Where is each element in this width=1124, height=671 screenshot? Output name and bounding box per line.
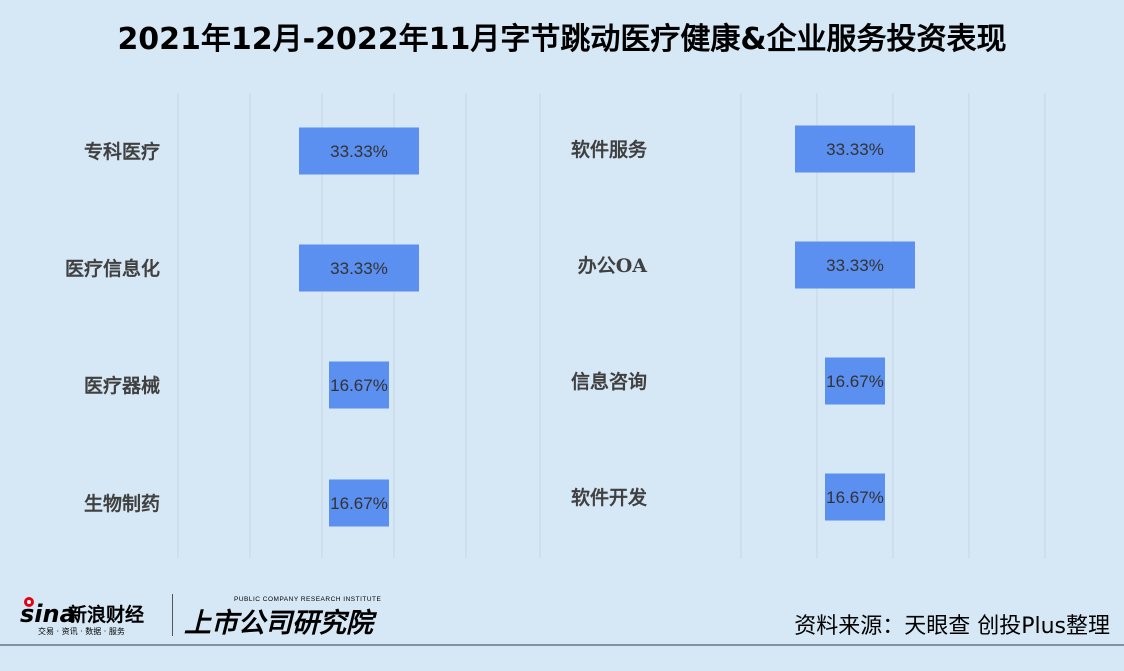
category-label-0-2: 医疗器械: [84, 374, 160, 397]
bar-0-2: [328, 361, 390, 409]
sina-name-text: 新浪财经: [68, 603, 144, 626]
source-note: 资料来源：天眼查 创投Plus整理: [794, 614, 1110, 639]
category-label-1-3: 软件开发: [571, 486, 648, 509]
category-label-1-1: 办公OA: [578, 254, 648, 277]
category-label-0-1: 医疗信息化: [65, 257, 160, 280]
category-label-0-3: 生物制药: [84, 492, 160, 515]
institute-cn-text: 上市公司研究院: [184, 608, 378, 638]
bar-value-label-0-0: 33.33%: [330, 142, 388, 161]
bar-value-label-0-2: 16.67%: [330, 376, 388, 395]
bar-1-2: [824, 357, 886, 405]
bar-0-1: [299, 244, 419, 292]
chart-title: 2021年12月-2022年11月字节跳动医疗健康&企业服务投资表现: [117, 22, 1007, 57]
bar-value-label-1-0: 33.33%: [826, 140, 884, 159]
bar-1-1: [795, 241, 915, 289]
institute-en-text: PUBLIC COMPANY RESEARCH INSTITUTE: [234, 596, 382, 603]
category-label-1-0: 软件服务: [571, 138, 648, 161]
category-label-1-2: 信息咨询: [571, 370, 647, 393]
bar-1-3: [824, 473, 886, 521]
institute-logo: PUBLIC COMPANY RESEARCH INSTITUTE 上市公司研究…: [182, 592, 392, 639]
bar-0-3: [328, 479, 390, 527]
footer-divider: [0, 644, 1124, 646]
sina-brand-text: sina: [20, 600, 76, 628]
bar-value-label-1-1: 33.33%: [826, 256, 884, 275]
bar-1-0: [795, 125, 915, 173]
category-label-0-0: 专科医疗: [84, 140, 160, 163]
bar-value-label-0-1: 33.33%: [330, 259, 388, 278]
logo-divider: [172, 594, 173, 636]
sina-finance-logo: sina 新浪财经 交易 · 资讯 · 数据 · 服务: [18, 592, 168, 638]
bar-value-label-1-3: 16.67%: [826, 488, 884, 507]
sina-sub-text: 交易 · 资讯 · 数据 · 服务: [38, 626, 125, 636]
bar-value-label-1-2: 16.67%: [826, 372, 884, 391]
bar-value-label-0-3: 16.67%: [330, 494, 388, 513]
bar-0-0: [299, 127, 419, 175]
